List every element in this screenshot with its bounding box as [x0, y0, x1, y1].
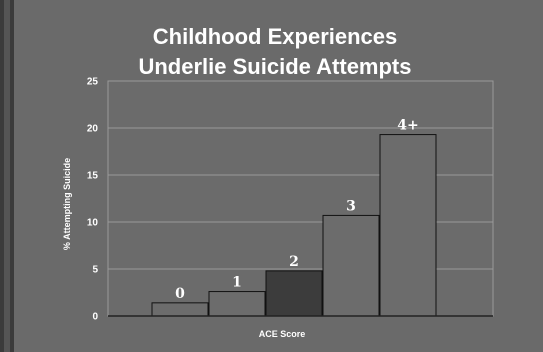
bar-0 — [151, 302, 209, 317]
y-tick-label: 0 — [92, 312, 98, 323]
bar-1 — [208, 291, 266, 317]
bar-label-4: 4+ — [397, 118, 418, 134]
bar-label-0: 0 — [175, 286, 185, 302]
chart-title-line-1: Childhood Experiences — [153, 24, 398, 49]
bar-label-2: 2 — [289, 254, 299, 270]
y-tick-label: 10 — [87, 218, 99, 229]
x-axis-label: ACE Score — [259, 329, 306, 339]
y-axis-ticks: 0 5 10 15 20 25 — [87, 77, 99, 323]
y-axis-label: % Attempting Suicide — [62, 158, 72, 250]
y-tick-label: 25 — [87, 77, 99, 88]
data-labels: 0 1 2 3 4+ — [175, 118, 419, 302]
bar-label-1: 1 — [232, 275, 242, 291]
y-tick-label: 15 — [87, 171, 99, 182]
y-tick-label: 20 — [87, 124, 99, 135]
bar-label-3: 3 — [346, 198, 356, 214]
bar-4 — [379, 134, 437, 317]
left-border-strip — [0, 0, 14, 352]
y-tick-label: 5 — [92, 265, 98, 276]
chart-title-line-2: Underlie Suicide Attempts — [138, 54, 411, 79]
bar-2 — [265, 270, 323, 317]
bar-3 — [322, 214, 380, 317]
